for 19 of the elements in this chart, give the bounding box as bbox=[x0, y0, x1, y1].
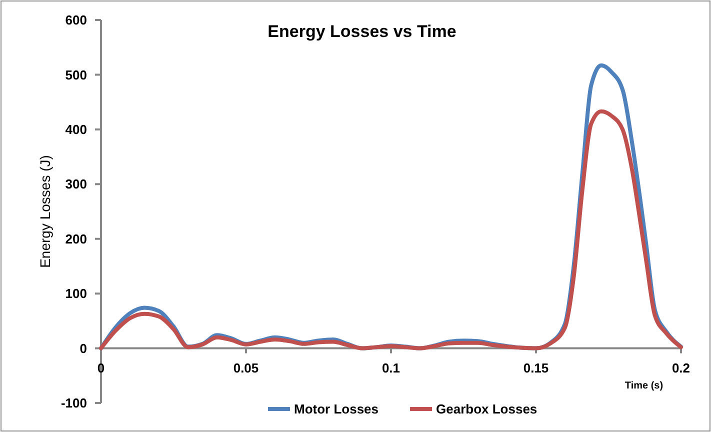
x-tick-label: 0.15 bbox=[523, 360, 549, 376]
x-tick-label: 0.1 bbox=[382, 360, 400, 376]
line-series bbox=[99, 109, 683, 350]
x-tick-label: 0 bbox=[97, 360, 105, 376]
y-tick-label: 500 bbox=[65, 67, 87, 82]
x-tick-label: 0.05 bbox=[233, 360, 259, 376]
y-tick-label: 0 bbox=[80, 340, 87, 356]
y-axis-title: Energy Losses (J) bbox=[37, 155, 53, 268]
chart-title: Energy Losses vs Time bbox=[268, 22, 456, 41]
x-axis-title: Time (s) bbox=[624, 380, 664, 392]
legend-label: Gearbox Losses bbox=[436, 402, 538, 417]
y-tick-label: 600 bbox=[65, 12, 87, 28]
y-tick-label: -100 bbox=[60, 396, 87, 411]
y-tick-label: 300 bbox=[65, 176, 87, 192]
x-tick-label: 0.2 bbox=[672, 360, 690, 376]
y-tick-label: 200 bbox=[65, 231, 87, 246]
y-tick-label: 400 bbox=[65, 122, 87, 137]
legend-label: Motor Losses bbox=[294, 402, 379, 417]
y-tick-label: 100 bbox=[65, 286, 87, 302]
